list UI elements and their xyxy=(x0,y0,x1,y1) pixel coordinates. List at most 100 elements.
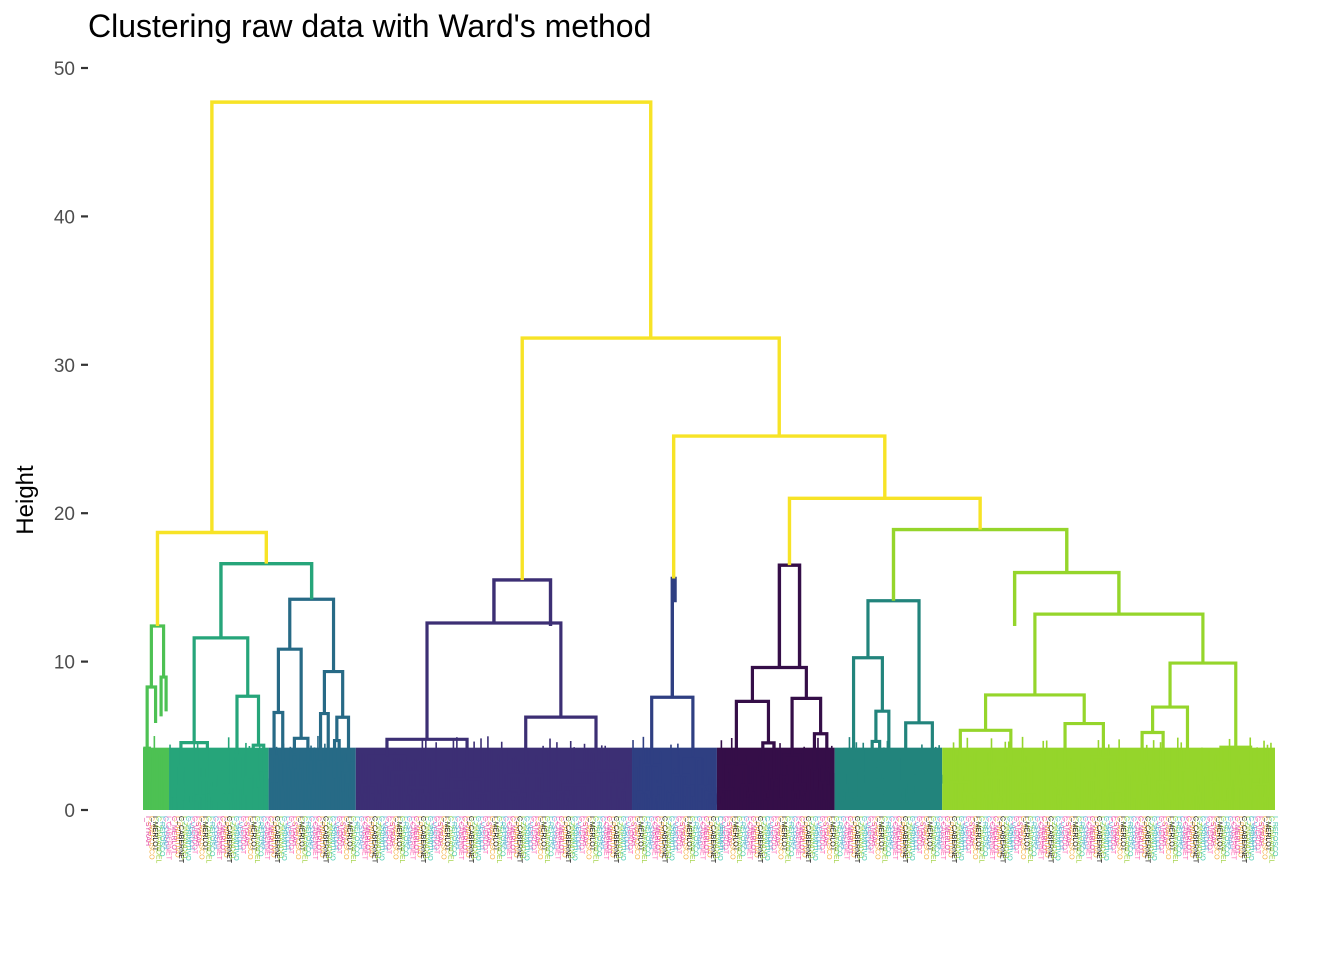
leaf-label: I_VERDOT xyxy=(1250,816,1257,852)
branch-link xyxy=(740,783,753,802)
leaf-label: C_SYRAH xyxy=(647,816,654,849)
leaf-label: I_MERLOT xyxy=(877,816,884,852)
leaf-label: C_CABERNET xyxy=(1047,816,1054,864)
branch-link xyxy=(607,782,625,800)
leaf-label: I_ZINFANDEL xyxy=(664,816,671,860)
leaf-label: I_CABERNET xyxy=(746,816,753,861)
leaf-label: C_MERLOT xyxy=(364,816,371,855)
leaf-label: C_REFOSCO xyxy=(874,816,881,860)
leaf-label: I_VERDOT xyxy=(1202,816,1209,852)
branch-link xyxy=(292,736,310,763)
merge-link xyxy=(155,530,268,626)
branch-link xyxy=(322,669,345,718)
leaf-label: C_CABERNET xyxy=(516,816,523,864)
leaf-label: C_ZINFANDEL xyxy=(832,816,839,864)
branch-link xyxy=(1054,768,1076,791)
leaf-label: C_VERDOT xyxy=(239,816,246,855)
branch-link xyxy=(421,792,430,802)
leaf-label: C_ZINFANDEL xyxy=(154,816,161,864)
leaf-label: I_REFOSCO xyxy=(1126,816,1133,857)
leaf-label: C_SYRAH xyxy=(211,816,218,849)
leaf-label: C_ZINFANDEL xyxy=(1074,816,1081,864)
leaf-label: C_ZINFANDEL xyxy=(447,816,454,864)
leaf-label: C_SYRAH xyxy=(598,816,605,849)
branch-link xyxy=(1178,767,1197,796)
leaf-label: C_MERLOT xyxy=(412,816,419,855)
leaf-label: I_VERDOT xyxy=(1009,816,1016,852)
branch-link xyxy=(885,760,893,789)
leaf-label: I_MERLOT xyxy=(685,816,692,852)
branch-link xyxy=(303,760,313,785)
leaf-label: I_VERDOT xyxy=(863,816,870,852)
leaf-label: C_CABERNET xyxy=(661,816,668,864)
leaf-label: I_ZINFANDEL xyxy=(1050,816,1057,860)
leaf-label: I_ZINFANDEL xyxy=(374,816,381,860)
leaf-label: I_VERDOT xyxy=(1154,816,1161,852)
leaf-label: C_CABERNET xyxy=(950,816,957,864)
leaf-label: C_SYRAH xyxy=(161,816,168,849)
leaf-label: C_ZINFANDEL xyxy=(783,816,790,864)
branch-link xyxy=(875,778,884,795)
leaf-label: C_SYRAH xyxy=(550,816,557,849)
leaf-label: I_PRIMITIVO xyxy=(1236,816,1243,858)
branch-link xyxy=(360,783,378,795)
branch-link xyxy=(449,777,485,793)
leaf-label: C_MERLOT xyxy=(1088,816,1095,855)
leaf-label: C_REFOSCO xyxy=(971,816,978,860)
branch-link xyxy=(770,778,778,790)
leaf-label: I_SYRAH xyxy=(1016,816,1023,846)
leaf-label: I_ZINFANDEL xyxy=(954,816,961,860)
leaf-label: C_REFOSCO xyxy=(1164,816,1171,860)
merge-link xyxy=(891,527,1069,601)
leaf-label: I_MERLOT xyxy=(1167,816,1174,852)
y-tick-label: 40 xyxy=(54,207,75,228)
branch-link xyxy=(790,696,823,755)
leaf-label: I_CABERNET xyxy=(1230,816,1237,861)
leaf-label: I_SYRAH xyxy=(629,816,636,846)
merge-link xyxy=(777,563,802,668)
leaf-label: C_MERLOT xyxy=(170,816,177,855)
leaf-label: I_CABERNET xyxy=(1133,816,1140,861)
leaf-label: C_PRIMITIVO xyxy=(474,816,481,861)
branch-link xyxy=(248,756,259,779)
leaf-label: I_ZINFANDEL xyxy=(616,816,623,860)
leaf-label: C_VERDOT xyxy=(335,816,342,855)
branch-link xyxy=(1049,785,1063,799)
branch-link xyxy=(983,693,1086,731)
leaf-label: C_MERLOT xyxy=(557,816,564,855)
leaf-label: C_CABERNET xyxy=(804,816,811,864)
leaf-label: I_MERLOT xyxy=(443,816,450,852)
leaf-label: I_CABERNET xyxy=(457,816,464,861)
branch-link xyxy=(1209,780,1220,800)
leaf-label: C_PRIMITIVO xyxy=(1198,816,1205,861)
leaf-label: I_MERLOT xyxy=(1023,816,1030,852)
branch-link xyxy=(335,715,351,763)
leaf-label: I_SYRAH xyxy=(290,816,297,846)
leaf-label: I_CABERNET xyxy=(1085,816,1092,861)
leaf-label: I_ZINFANDEL xyxy=(519,816,526,860)
leaf-label: C_VERDOT xyxy=(1205,816,1212,855)
leaf-label: I_REFOSCO xyxy=(1174,816,1181,857)
leaf-label: C_SYRAH xyxy=(887,816,894,849)
leaf-label: I_CABERNET xyxy=(1036,816,1043,861)
leaf-label: I_PRIMITIVO xyxy=(222,816,229,858)
leaf-label: I_PRIMITIVO xyxy=(1140,816,1147,858)
leaf-label: I_REFOSCO xyxy=(595,816,602,857)
branch-link xyxy=(896,754,915,785)
leaf-label: C_CABERNET xyxy=(273,816,280,864)
y-tick-label: 30 xyxy=(54,356,75,377)
branch-link xyxy=(279,760,287,791)
leaf-label: I_VERDOT xyxy=(622,816,629,852)
leaf-label: C_VERDOT xyxy=(1157,816,1164,855)
leaf-label: I_REFOSCO xyxy=(643,816,650,857)
branch-link xyxy=(207,793,215,802)
leaf-label: I_ZINFANDEL xyxy=(325,816,332,860)
leaf-label: C_ZINFANDEL xyxy=(349,816,356,864)
branch-link xyxy=(294,768,302,790)
leaf-label: I_VERDOT xyxy=(526,816,533,852)
branch-link xyxy=(403,792,416,804)
leaf-label: C_SYRAH xyxy=(985,816,992,849)
leaf-label: C_REFOSCO xyxy=(294,816,301,860)
branch-link xyxy=(253,774,261,790)
